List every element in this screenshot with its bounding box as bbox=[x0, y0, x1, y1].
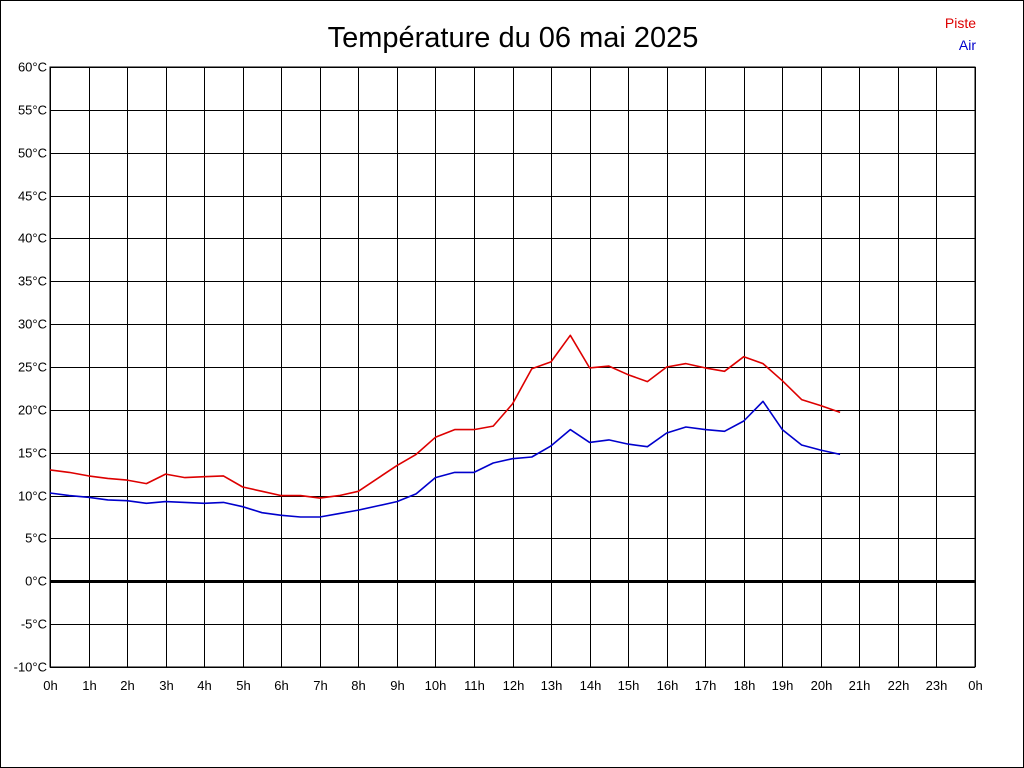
x-tick-label: 2h bbox=[120, 678, 134, 693]
series bbox=[49, 334, 841, 518]
y-tick-label: 55°C bbox=[18, 103, 47, 118]
x-axis-ticks: 0h 1h 2h 3h 4h 5h 6h 7h 8h 9h 10h 11h 12h 13h 14h 15h 16… bbox=[43, 678, 982, 693]
series-line-air bbox=[49, 400, 841, 518]
x-tick-label: 23h bbox=[926, 678, 948, 693]
x-tick-label: 5h bbox=[236, 678, 250, 693]
x-tick-label: 0h bbox=[43, 678, 57, 693]
grid bbox=[49, 66, 976, 668]
y-tick-label: 40°C bbox=[18, 231, 47, 246]
y-tick-label: 50°C bbox=[18, 146, 47, 161]
x-tick-label: 13h bbox=[541, 678, 563, 693]
chart-title: Température du 06 mai 2025 bbox=[328, 22, 699, 54]
y-tick-label: -5°C bbox=[21, 617, 47, 632]
y-tick-label: -10°C bbox=[14, 660, 47, 675]
y-tick-label: 10°C bbox=[18, 489, 47, 504]
x-tick-label: 10h bbox=[425, 678, 447, 693]
x-tick-label: 1h bbox=[82, 678, 96, 693]
x-tick-label: 18h bbox=[734, 678, 756, 693]
x-tick-label: 7h bbox=[313, 678, 327, 693]
legend-entry-piste: Piste bbox=[945, 15, 976, 31]
series-line-piste bbox=[49, 334, 841, 499]
y-tick-label: 15°C bbox=[18, 446, 47, 461]
y-tick-label: 35°C bbox=[18, 274, 47, 289]
y-tick-label: 45°C bbox=[18, 189, 47, 204]
legend-entry-air: Air bbox=[959, 37, 976, 53]
x-tick-label: 21h bbox=[849, 678, 871, 693]
x-tick-label: 6h bbox=[274, 678, 288, 693]
x-tick-label: 22h bbox=[888, 678, 910, 693]
x-tick-label: 11h bbox=[464, 678, 485, 693]
x-tick-label: 19h bbox=[772, 678, 794, 693]
x-tick-label: 4h bbox=[197, 678, 211, 693]
x-tick-label: 17h bbox=[695, 678, 717, 693]
y-tick-label: 25°C bbox=[18, 360, 47, 375]
x-tick-label: 16h bbox=[657, 678, 679, 693]
legend: Piste Air bbox=[945, 15, 976, 53]
y-tick-label: 60°C bbox=[18, 60, 47, 75]
y-axis-ticks: 60°C 55°C 50°C 45°C 40°C 35°C 30°C 25°C 20°C 15°C… bbox=[14, 60, 47, 675]
y-tick-label: 20°C bbox=[18, 403, 47, 418]
y-tick-label: 0°C bbox=[25, 574, 47, 589]
x-tick-label: 8h bbox=[351, 678, 365, 693]
x-tick-label: 20h bbox=[811, 678, 833, 693]
x-tick-label: 12h bbox=[503, 678, 525, 693]
y-tick-label: 5°C bbox=[25, 531, 47, 546]
x-tick-label: 9h bbox=[390, 678, 404, 693]
x-tick-label: 15h bbox=[618, 678, 640, 693]
x-tick-label: 14h bbox=[580, 678, 602, 693]
x-tick-label: 3h bbox=[159, 678, 173, 693]
y-tick-label: 30°C bbox=[18, 317, 47, 332]
x-tick-label: 0h bbox=[968, 678, 982, 693]
